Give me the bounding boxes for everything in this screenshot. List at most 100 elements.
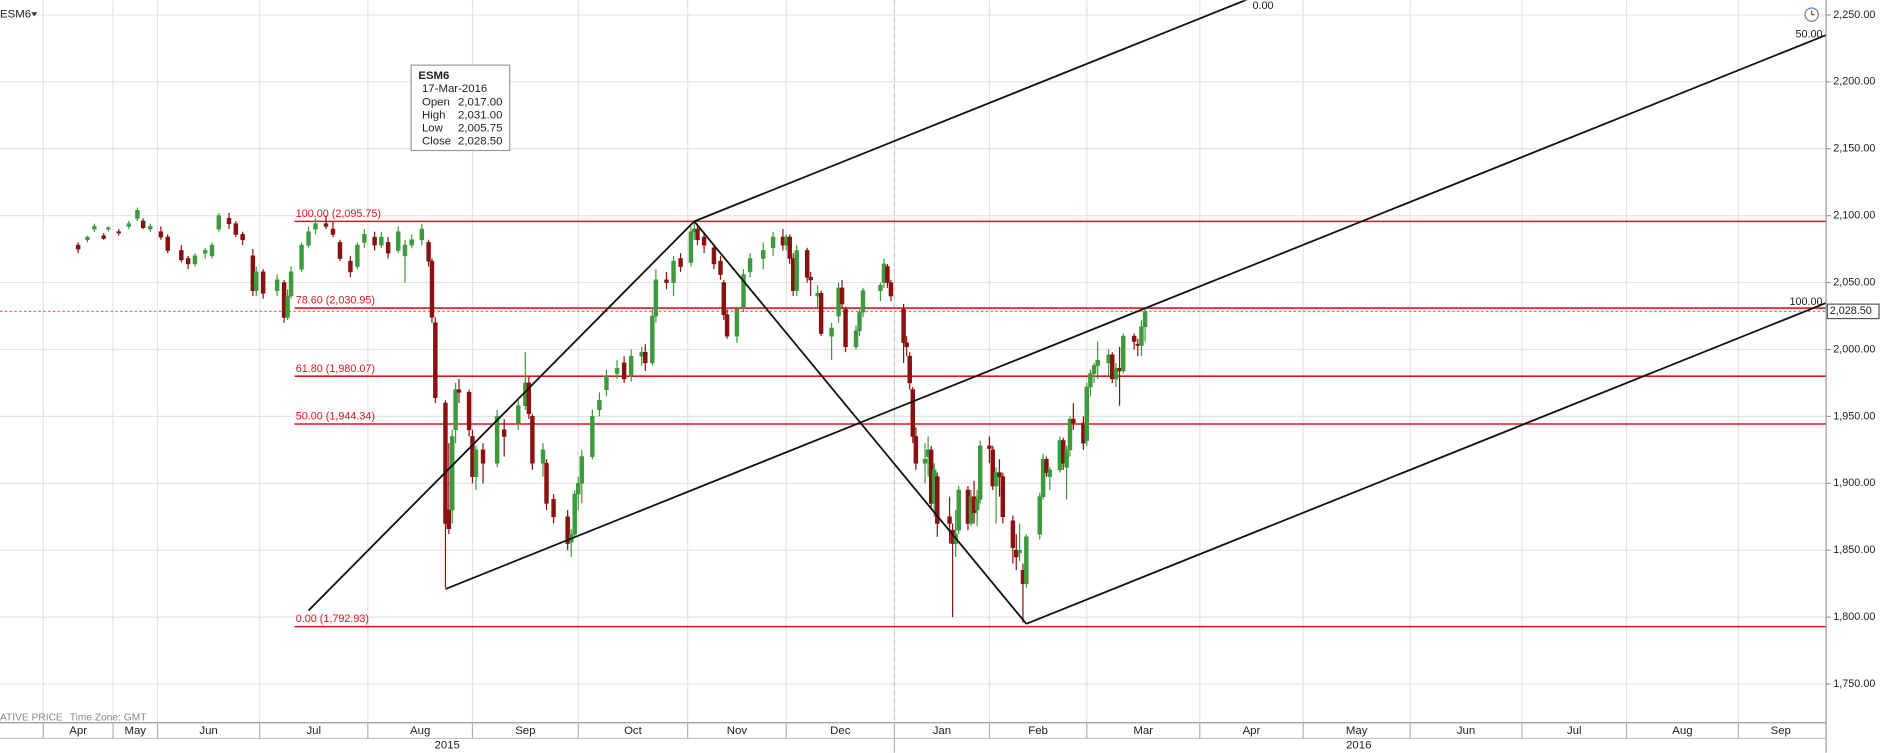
candle-body — [977, 445, 983, 500]
clock-hands — [1811, 10, 1815, 16]
candle-body — [443, 402, 448, 524]
candle-body — [494, 416, 500, 464]
candle-body — [1142, 311, 1148, 328]
y-tick-label: 1,900.00 — [1833, 477, 1875, 489]
y-tick-label: 1,800.00 — [1833, 611, 1875, 623]
last-price-box — [1826, 303, 1880, 320]
candle-body — [664, 279, 669, 283]
candle-body — [1014, 549, 1019, 558]
candle-body — [355, 244, 360, 267]
x-tick-label: Jul — [306, 725, 321, 737]
tooltip-field: Open — [422, 96, 450, 108]
x-tick-label: Aug — [1672, 725, 1692, 737]
candle-body — [101, 235, 106, 239]
plot-area: 100.00 (2,095.75) 78.60 (2,030.95) 61.80 (… — [0, 0, 1827, 628]
candle-body — [106, 227, 111, 230]
candle-body — [1120, 335, 1126, 372]
candle-body — [409, 239, 414, 246]
candle-body — [597, 400, 602, 411]
candle-body — [233, 223, 239, 235]
y-tick-label: 1,950.00 — [1833, 410, 1875, 422]
candle-body — [974, 499, 980, 511]
candle-body — [299, 244, 304, 270]
candle-body — [678, 258, 683, 267]
tooltip-box — [410, 64, 511, 152]
candle-body — [853, 330, 859, 348]
candle-body — [907, 355, 912, 384]
candle-body — [362, 234, 367, 243]
x-tick-label: Apr — [1243, 725, 1261, 737]
candle-body — [808, 276, 813, 281]
candle-body — [1095, 359, 1100, 366]
candle-body — [379, 236, 384, 246]
candle-body — [226, 218, 232, 225]
candle-body — [901, 309, 906, 344]
candle-body — [628, 355, 634, 377]
candle-body — [935, 476, 940, 524]
tooltip-value: 2,028.50 — [458, 135, 502, 147]
pitchfork-label: 100.00 — [1789, 296, 1822, 308]
fib-level-label: 78.60 (2,030.95) — [296, 295, 375, 307]
candle-body — [579, 456, 584, 484]
candle-body — [140, 220, 146, 229]
fib-level-label: 100.00 (2,095.75) — [296, 208, 381, 220]
candle-body — [330, 228, 336, 235]
candle-body — [818, 292, 824, 334]
candle-body — [396, 231, 401, 251]
year-label: 2016 — [1346, 740, 1371, 752]
candle-body — [904, 342, 909, 348]
x-tick-label: May — [1346, 725, 1368, 737]
candle-body — [653, 279, 659, 317]
candle-body — [209, 244, 215, 257]
status-timezone: Time Zone: GMT — [70, 713, 147, 724]
candle-body — [913, 436, 919, 464]
candle-body — [530, 416, 535, 464]
x-tick-label: Sep — [1771, 725, 1791, 737]
clock-icon[interactable] — [1804, 7, 1819, 22]
candle-body — [540, 449, 546, 464]
candle-body — [473, 449, 479, 477]
candle-body — [254, 271, 259, 291]
candle-body — [456, 389, 462, 393]
pitchfork-line — [1025, 302, 1827, 625]
y-tick-label: 2,000.00 — [1833, 343, 1875, 355]
candle-body — [572, 493, 577, 535]
candle-body — [179, 250, 184, 261]
candle-body — [216, 215, 222, 230]
candle-body — [604, 375, 609, 390]
candle-body — [185, 258, 191, 265]
grid — [0, 0, 1827, 722]
candle-body — [671, 260, 676, 283]
candle-body — [990, 449, 995, 487]
candle-body — [614, 367, 620, 374]
candle-body — [711, 247, 717, 265]
pitchfork-line — [445, 34, 1827, 590]
x-tick-label: Apr — [69, 725, 87, 737]
fib-level-label: 50.00 (1,944.34) — [296, 411, 375, 423]
candle-body — [1064, 449, 1069, 468]
candle-body — [135, 210, 140, 219]
candle-body — [734, 309, 740, 337]
candle-body — [878, 284, 883, 291]
candle-body — [1131, 335, 1137, 342]
dropdown-arrow[interactable] — [31, 12, 38, 17]
fib-level-label: 61.80 (1,980.07) — [296, 363, 375, 375]
candle-body — [1010, 520, 1016, 548]
candle-body — [695, 228, 700, 241]
candle-body — [92, 226, 97, 230]
candle-body — [453, 389, 458, 431]
x-tick-label: Jan — [933, 725, 951, 737]
candle-body — [449, 436, 455, 511]
candle-body — [426, 242, 431, 262]
candle-body — [433, 322, 438, 398]
candle-body — [306, 231, 311, 246]
candle-body — [857, 311, 862, 332]
candle-body — [885, 266, 890, 283]
candle-body — [643, 351, 648, 364]
candle-body — [718, 260, 723, 275]
tooltip-value: 2,005.75 — [458, 122, 502, 134]
symbol-selector[interactable]: ESM6 — [0, 9, 31, 21]
candle-body — [688, 231, 694, 263]
